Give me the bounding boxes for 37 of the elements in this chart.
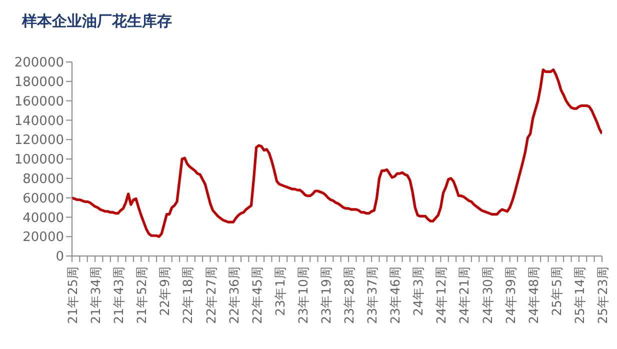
x-tick-label: 21年34周 — [88, 266, 104, 324]
line-series — [72, 68, 602, 238]
y-tick-label: 100000 — [14, 152, 64, 168]
x-tick-label: 23年46周 — [388, 266, 403, 324]
x-tick-label: 23年19周 — [318, 266, 334, 324]
x-tick-label: 22年27周 — [203, 266, 218, 324]
x-tick-label: 24年12周 — [434, 266, 449, 324]
x-tick-label: 22年45周 — [249, 266, 264, 324]
x-tick-label: 23年1周 — [272, 266, 288, 316]
x-tick-label: 22年9周 — [157, 266, 172, 316]
y-tick-label: 80000 — [22, 172, 64, 188]
y-tick-label: 140000 — [14, 114, 64, 129]
x-tick-label: 25年23周 — [595, 266, 610, 324]
y-tick-label: 200000 — [14, 56, 64, 71]
x-tick-label: 22年18周 — [180, 266, 196, 324]
y-tick-label: 120000 — [14, 133, 64, 148]
x-tick-label: 24年3周 — [410, 266, 426, 316]
y-tick-label: 60000 — [22, 191, 64, 206]
x-tick-label: 24年21周 — [456, 266, 472, 324]
y-tick-label: 160000 — [14, 94, 64, 110]
x-tick-label: 24年30周 — [480, 266, 495, 324]
y-tick-label: 180000 — [14, 75, 64, 90]
y-tick-label: 40000 — [22, 210, 64, 226]
chart-title: 样本企业油厂花生库存 — [22, 12, 172, 31]
x-tick-label: 24年39周 — [502, 266, 518, 324]
x-tick-label: 23年10周 — [295, 266, 310, 324]
y-tick-label: 20000 — [22, 230, 64, 246]
x-tick-label: 21年52周 — [134, 266, 150, 324]
x-tick-label: 22年36周 — [226, 266, 242, 324]
x-tick-label: 21年43周 — [111, 266, 126, 324]
x-tick-label: 24年48周 — [526, 266, 541, 324]
x-tick-label: 23年37周 — [364, 266, 380, 324]
x-tick-label: 23年28周 — [342, 266, 357, 324]
x-tick-label: 25年14周 — [572, 266, 587, 324]
x-tick-label: 25年5周 — [548, 266, 564, 316]
y-tick-label: 0 — [56, 250, 64, 265]
x-tick-label: 21年25周 — [65, 266, 80, 324]
